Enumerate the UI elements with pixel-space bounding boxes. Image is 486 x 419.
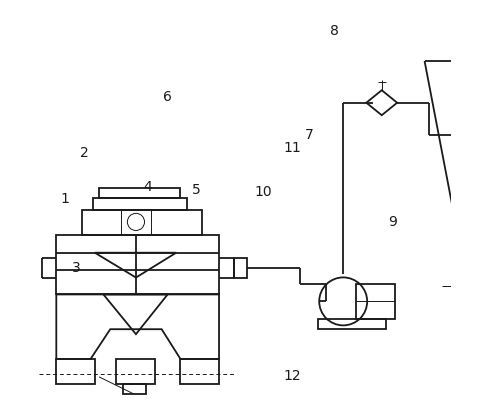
Bar (317, 319, 386, 329)
Text: 4: 4 (143, 180, 152, 194)
Bar (93, 198, 187, 210)
Text: 8: 8 (330, 23, 339, 38)
Bar (56, 235, 219, 295)
Bar (180, 359, 219, 384)
Text: 5: 5 (192, 183, 201, 197)
Text: 10: 10 (254, 185, 272, 199)
Text: 12: 12 (283, 369, 301, 383)
Bar (123, 384, 146, 394)
Bar (82, 210, 202, 235)
Text: 7: 7 (305, 127, 314, 142)
Bar (234, 258, 247, 277)
Text: 9: 9 (388, 215, 397, 229)
Text: 3: 3 (72, 261, 81, 275)
Text: 6: 6 (163, 90, 172, 104)
Bar (356, 285, 395, 319)
Text: 2: 2 (80, 146, 88, 160)
Bar (56, 359, 95, 384)
Bar (472, 279, 486, 295)
Text: 1: 1 (60, 192, 69, 206)
Bar (99, 188, 180, 198)
Text: 11: 11 (283, 141, 301, 155)
Bar (116, 359, 155, 384)
